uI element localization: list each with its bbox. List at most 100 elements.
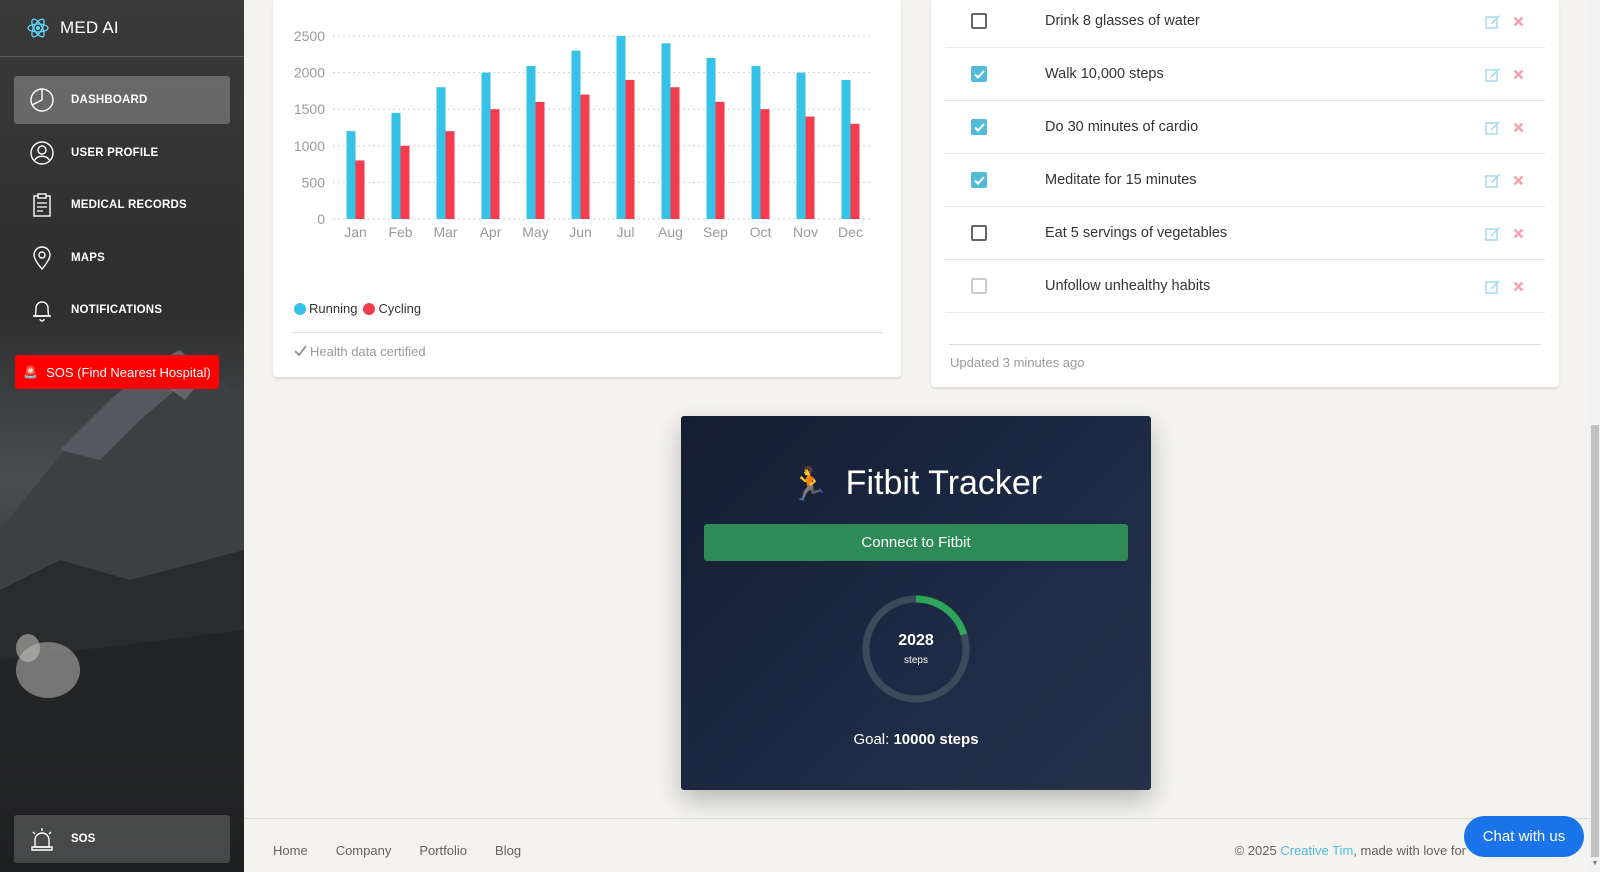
steps-count: 2028 [898,632,934,649]
scrollbar-thumb[interactable] [1591,425,1599,857]
bar-cycling-jan [355,160,365,219]
bar-running-nov [796,72,806,219]
chart-stats: Health data certified [294,344,426,359]
goal-label: Goal: [853,731,890,748]
y-tick-label: 2500 [294,28,325,44]
x-tick-label: Sep [703,224,728,240]
bar-running-oct [751,66,761,220]
edit-icon[interactable] [1484,224,1502,242]
task-checkbox[interactable] [971,66,987,82]
task-text: Drink 8 glasses of water [1045,13,1200,29]
task-checkbox[interactable] [971,119,987,135]
sidebar-item-label: MAPS [71,251,106,264]
sidebar: MED AI DASHBOARD USER PROFILE MEDICAL RE… [0,0,244,872]
goal-value: 10000 steps [893,731,979,748]
activity-chart-card: 0 500 1000 1500 2000 2500 Jan Feb Mar Apr May Jun Ju… [273,0,901,377]
delete-icon[interactable] [1509,65,1527,83]
delete-icon[interactable] [1509,12,1527,30]
sidebar-item-notifications[interactable]: NOTIFICATIONS [14,286,230,334]
bar-cycling-jun [580,94,590,219]
edit-icon[interactable] [1484,277,1502,295]
edit-icon[interactable] [1484,12,1502,30]
x-tick-label: Jan [344,224,367,240]
delete-icon[interactable] [1509,277,1527,295]
bar-running-feb [391,112,401,219]
y-tick-label: 0 [317,211,325,227]
activity-bar-chart: 0 500 1000 1500 2000 2500 Jan Feb Mar Apr May Jun Ju… [294,28,873,240]
card-divider [949,344,1541,345]
sidebar-item-sos[interactable]: SOS [14,815,230,863]
x-tick-label: Aug [658,224,683,240]
sidebar-nav: DASHBOARD USER PROFILE MEDICAL RECORDS M… [0,57,244,334]
footer-links: Home Company Portfolio Blog [273,843,549,858]
x-tick-label: Mar [433,224,457,240]
edit-icon[interactable] [1484,171,1502,189]
sidebar-item-medical-records[interactable]: MEDICAL RECORDS [14,181,230,229]
legend-dot-icon [363,302,376,315]
delete-icon[interactable] [1509,171,1527,189]
x-tick-label: May [522,224,548,240]
x-tick-label: Nov [793,224,818,240]
sidebar-item-label: USER PROFILE [71,146,159,159]
sidebar-item-maps[interactable]: MAPS [14,234,230,282]
react-logo-icon [27,18,49,38]
brand[interactable]: MED AI [0,0,244,57]
updated-text: Updated 3 minutes ago [950,355,1085,370]
footer-link-blog[interactable]: Blog [495,843,522,858]
task-row: Meditate for 15 minutes [945,154,1545,207]
legend-dot-icon [294,302,306,315]
bar-cycling-nov [805,116,815,219]
fitbit-tracker-card: 🏃 Fitbit Tracker Connect to Fitbit 2028 … [681,416,1151,790]
task-row: Drink 8 glasses of water [945,0,1545,48]
x-tick-label: Jun [569,224,592,240]
delete-icon[interactable] [1509,118,1527,136]
brand-title: MED AI [60,18,119,37]
footer-link-portfolio[interactable]: Portfolio [419,843,468,858]
sidebar-item-label: NOTIFICATIONS [71,304,163,316]
sidebar-item-user-profile[interactable]: USER PROFILE [14,129,230,177]
clipboard-icon [28,191,56,219]
check-icon [294,344,307,359]
map-pin-icon [28,244,56,272]
task-checkbox[interactable] [971,172,987,188]
creative-tim-link[interactable]: Creative Tim [1280,843,1354,858]
task-text: Do 30 minutes of cardio [1045,119,1199,135]
connect-fitbit-button[interactable]: Connect to Fitbit [704,524,1128,561]
task-checkbox[interactable] [971,225,987,241]
task-checkbox[interactable] [971,13,987,29]
legend-item-running: Running [294,301,357,316]
task-text: Unfollow unhealthy habits [1045,278,1211,294]
task-text: Meditate for 15 minutes [1045,172,1197,188]
task-row: Eat 5 servings of vegetables [945,207,1545,260]
chat-with-us-button[interactable]: Chat with us [1464,816,1584,857]
sidebar-item-label: DASHBOARD [71,94,148,106]
sidebar-item-dashboard[interactable]: DASHBOARD [14,76,230,124]
task-text: Eat 5 servings of vegetables [1045,225,1228,241]
copyright-suffix: , made with love for [1353,843,1466,858]
bar-running-jul [616,36,626,219]
bar-running-mar [436,87,446,220]
bar-running-apr [481,72,491,219]
copyright: © 2025 Creative Tim, made with love for [1235,843,1466,858]
delete-icon[interactable] [1509,224,1527,242]
steps-readout: 2028 steps [861,594,971,704]
footer: Home Company Portfolio Blog © 2025 Creat… [244,818,1590,872]
scroll-down-arrow-icon[interactable]: ▼ [1591,860,1599,867]
task-row: Do 30 minutes of cardio [945,101,1545,154]
card-divider [291,332,883,333]
edit-icon[interactable] [1484,65,1502,83]
steps-goal: Goal: 10000 steps [681,731,1151,748]
stats-text: Health data certified [310,344,426,359]
task-checkbox[interactable] [971,278,987,294]
sos-find-hospital-button[interactable]: 🚨 SOS (Find Nearest Hospital) [15,355,219,389]
legend-label: Running [309,301,358,316]
bar-running-jun [571,50,581,219]
copyright-prefix: © 2025 [1234,843,1281,858]
edit-icon[interactable] [1484,118,1502,136]
bell-icon [28,296,56,324]
bar-running-dec [841,79,851,219]
footer-link-home[interactable]: Home [273,843,308,858]
user-icon [28,139,56,167]
bar-running-may [526,66,536,220]
footer-link-company[interactable]: Company [335,843,392,858]
